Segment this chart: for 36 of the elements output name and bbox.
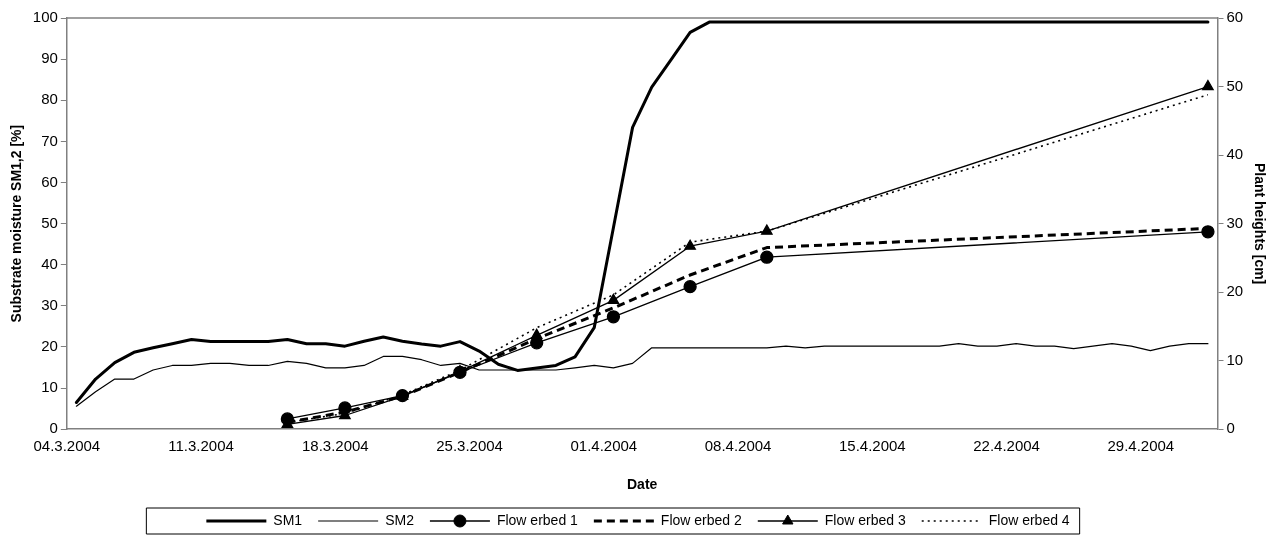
y-tick-label: 70 <box>41 131 58 149</box>
y-tick-label: 0 <box>49 419 58 437</box>
y-tick-label: 80 <box>41 90 58 108</box>
y2-tick-label: 0 <box>1226 419 1235 437</box>
legend-label: Flow erbed 1 <box>496 511 579 528</box>
legend-label: SM2 <box>385 511 415 528</box>
x-tick-label: 25.3.2004 <box>436 437 503 455</box>
y2-tick-label: 30 <box>1226 213 1244 231</box>
y2-tick-label: 20 <box>1226 282 1244 300</box>
y2-tick-label: 10 <box>1226 350 1244 368</box>
x-tick-label: 01.4.2004 <box>570 437 638 455</box>
y-tick-label: 30 <box>41 295 58 313</box>
legend-label: Flow erbed 2 <box>660 511 742 528</box>
x-tick-label: 11.3.2004 <box>168 437 234 455</box>
y-tick-label: 10 <box>41 378 58 396</box>
y-tick-label: 100 <box>32 8 58 26</box>
y-tick-label: 20 <box>41 337 58 355</box>
x-tick-label: 18.3.2004 <box>301 437 369 455</box>
y-tick-label: 90 <box>41 49 58 67</box>
x-tick-label: 29.4.2004 <box>1107 437 1175 455</box>
x-tick-label: 04.3.2004 <box>33 437 101 455</box>
y2-tick-label: 50 <box>1226 76 1244 94</box>
legend-label: Flow erbed 3 <box>824 511 906 528</box>
y-tick-label: 40 <box>41 254 58 272</box>
x-tick-label: 08.4.2004 <box>704 437 772 455</box>
x-tick-label: 15.4.2004 <box>838 437 906 455</box>
legend-label: Flow erbed 4 <box>988 511 1070 528</box>
y-tick-label: 60 <box>41 172 58 190</box>
y-axis-title: Substrate moisture SM1,2 [%] <box>8 124 25 323</box>
x-axis-title: Date <box>626 476 658 493</box>
legend-label: SM1 <box>273 511 303 528</box>
x-tick-label: 22.4.2004 <box>973 437 1040 455</box>
y-tick-label: 50 <box>41 213 58 231</box>
y2-tick-label: 40 <box>1226 145 1244 163</box>
y2-tick-label: 60 <box>1226 8 1244 26</box>
y2-axis-title: Plant heights [cm] <box>1251 162 1268 285</box>
